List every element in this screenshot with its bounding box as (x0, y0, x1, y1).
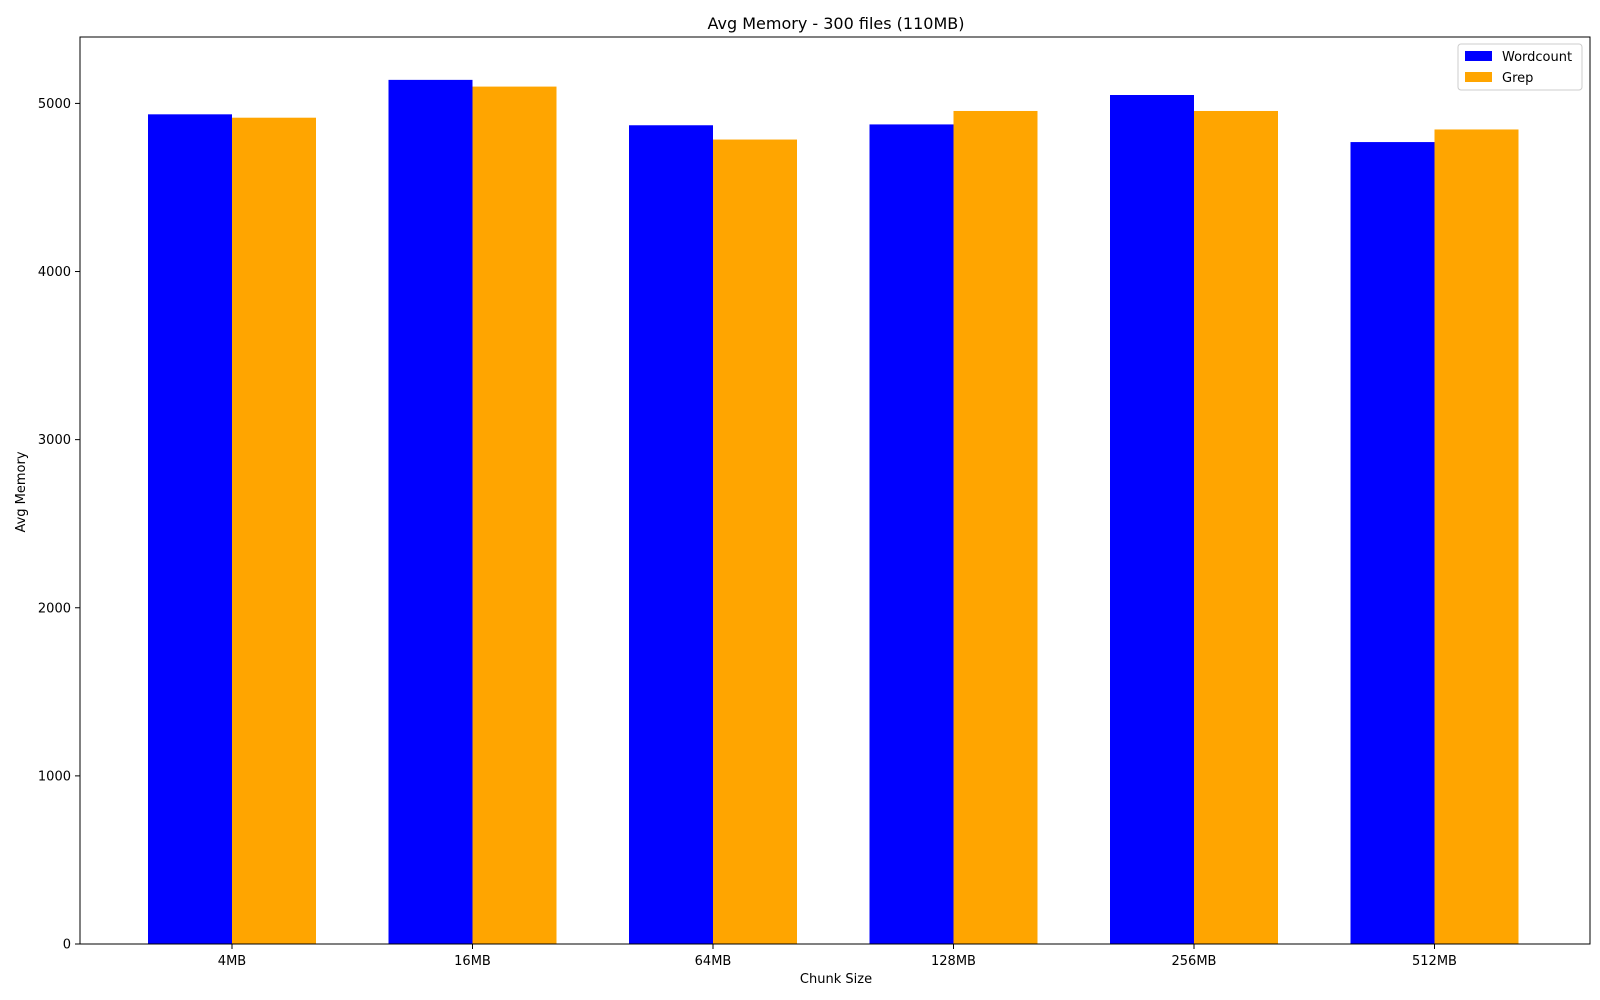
ticks-layer: 0 1000 2000 3000 4000 5000 4MB 16MB 64MB 128MB 256… (38, 97, 1457, 969)
x-tick-label: 512MB (1412, 954, 1457, 969)
bars-layer (148, 79, 1519, 945)
bar-grep-256mb (1194, 110, 1278, 945)
x-tick-label: 128MB (931, 954, 976, 969)
chart-title: Avg Memory - 300 files (110MB) (708, 14, 965, 33)
bar-wordcount-4mb (148, 114, 232, 944)
y-tick-label: 5000 (38, 97, 71, 112)
bar-wordcount-64mb (629, 125, 713, 944)
legend-swatch-grep (1465, 72, 1492, 82)
bar-grep-512mb (1434, 129, 1519, 945)
legend-label-grep: Grep (1502, 71, 1533, 86)
x-tick-label: 256MB (1172, 954, 1217, 969)
bar-wordcount-16mb (388, 79, 473, 945)
y-tick-label: 0 (63, 938, 71, 953)
x-tick-label: 16MB (454, 954, 491, 969)
bar-wordcount-512mb (1350, 142, 1435, 944)
y-tick-label: 3000 (38, 433, 71, 448)
legend: Wordcount Grep (1457, 43, 1583, 91)
x-tick-label: 64MB (695, 954, 732, 969)
y-axis-label: Avg Memory (14, 451, 29, 532)
bar-grep-4mb (232, 117, 316, 944)
x-axis-label: Chunk Size (800, 972, 872, 987)
bar-wordcount-256mb (1110, 95, 1194, 944)
bar-grep-16mb (472, 86, 557, 945)
y-tick-label: 2000 (38, 601, 71, 616)
bar-grep-64mb (713, 139, 797, 945)
y-tick-label: 4000 (38, 265, 71, 280)
plot-frame (79, 36, 1591, 945)
y-tick-label: 1000 (38, 769, 71, 784)
legend-label-wordcount: Wordcount (1502, 50, 1572, 65)
x-tick-label: 4MB (218, 954, 246, 969)
bar-grep-128mb (953, 110, 1038, 945)
bar-wordcount-128mb (869, 124, 954, 945)
axes-layer (79, 36, 1591, 945)
legend-swatch-wordcount (1465, 51, 1492, 61)
